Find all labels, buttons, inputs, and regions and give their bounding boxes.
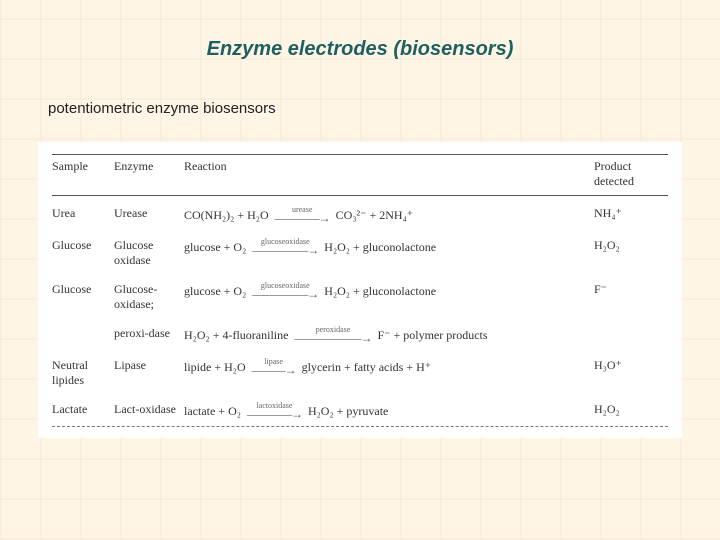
page-title: Enzyme electrodes (biosensors) [0, 38, 720, 61]
reaction-rhs: glycerin + fatty acids + H⁺ [302, 360, 432, 375]
reaction-arrow: lactoxidase ————→ [247, 402, 302, 420]
reaction-arrow: glucoseoxidase —————→ [252, 282, 318, 300]
cell-enzyme: Urease [114, 206, 184, 221]
reaction-arrow: peroxidase ——————→ [294, 326, 371, 344]
table-header-row: Sample Enzyme Reaction Product detected [52, 159, 668, 191]
cell-reaction: glucose + O₂ glucoseoxidase —————→ H₂O₂ … [184, 282, 594, 300]
reaction-arrow: urease ————→ [275, 206, 330, 224]
cell-reaction: lactate + O₂ lactoxidase ————→ H₂O₂ + py… [184, 402, 594, 420]
table-body: Urea Urease CO(NH₂)₂ + H₂O urease ————→ … [52, 206, 668, 420]
cell-reaction: CO(NH₂)₂ + H₂O urease ————→ CO₃²⁻ + 2NH₄… [184, 206, 594, 224]
reaction-rhs: CO₃²⁻ + 2NH₄⁺ [336, 208, 413, 223]
biosensor-table: Sample Enzyme Reaction Product detected … [38, 142, 682, 438]
reaction-lhs: glucose + O₂ [184, 284, 246, 299]
reaction-lhs: lactate + O₂ [184, 404, 241, 419]
cell-enzyme: Lipase [114, 358, 184, 373]
reaction-lhs: lipide + H₂O [184, 360, 246, 375]
col-header-enzyme: Enzyme [114, 159, 184, 174]
reaction-rhs: H₂O₂ + pyruvate [308, 404, 388, 419]
cell-sample: Glucose [52, 238, 114, 253]
reaction-arrow: glucoseoxidase —————→ [252, 238, 318, 256]
cell-sample: Neutral lipides [52, 358, 114, 388]
table-row: Neutral lipides Lipase lipide + H₂O lipa… [52, 358, 668, 388]
cell-sample: Urea [52, 206, 114, 221]
cell-enzyme: Lact-oxidase [114, 402, 184, 417]
cell-product: H₃O⁺ [594, 358, 668, 373]
reaction-lhs: glucose + O₂ [184, 240, 246, 255]
table-row: Urea Urease CO(NH₂)₂ + H₂O urease ————→ … [52, 206, 668, 224]
table-row: Lactate Lact-oxidase lactate + O₂ lactox… [52, 402, 668, 420]
header-rule [52, 195, 668, 196]
col-header-reaction: Reaction [184, 159, 594, 174]
reaction-rhs: H₂O₂ + gluconolactone [324, 240, 436, 255]
cell-enzyme: Glucose oxidase [114, 238, 184, 268]
cell-product: H₂O₂ [594, 402, 668, 417]
cell-product: H₂O₂ [594, 238, 668, 253]
col-header-sample: Sample [52, 159, 114, 174]
cell-enzyme: peroxi-dase [114, 326, 184, 341]
cell-product: F⁻ [594, 282, 668, 297]
reaction-lhs: H₂O₂ + 4-fluoraniline [184, 328, 288, 343]
reaction-rhs: H₂O₂ + gluconolactone [324, 284, 436, 299]
cell-product: NH₄⁺ [594, 206, 668, 221]
cell-reaction: lipide + H₂O lipase ———→ glycerin + fatt… [184, 358, 594, 376]
table-row: Glucose Glucose-oxidase; glucose + O₂ gl… [52, 282, 668, 312]
cell-reaction: glucose + O₂ glucoseoxidase —————→ H₂O₂ … [184, 238, 594, 256]
reaction-arrow: lipase ———→ [252, 358, 296, 376]
cell-sample: Glucose [52, 282, 114, 297]
top-rule [52, 154, 668, 155]
col-header-product: Product detected [594, 159, 668, 189]
reaction-lhs: CO(NH₂)₂ + H₂O [184, 208, 269, 223]
table-row: peroxi-dase H₂O₂ + 4-fluoraniline peroxi… [52, 326, 668, 344]
page-subtitle: potentiometric enzyme biosensors [48, 100, 276, 117]
bottom-dashed-rule [52, 426, 668, 427]
cell-sample: Lactate [52, 402, 114, 417]
cell-reaction: H₂O₂ + 4-fluoraniline peroxidase ——————→… [184, 326, 594, 344]
table-row: Glucose Glucose oxidase glucose + O₂ glu… [52, 238, 668, 268]
cell-enzyme: Glucose-oxidase; [114, 282, 184, 312]
reaction-rhs: F⁻ + polymer products [377, 328, 487, 343]
